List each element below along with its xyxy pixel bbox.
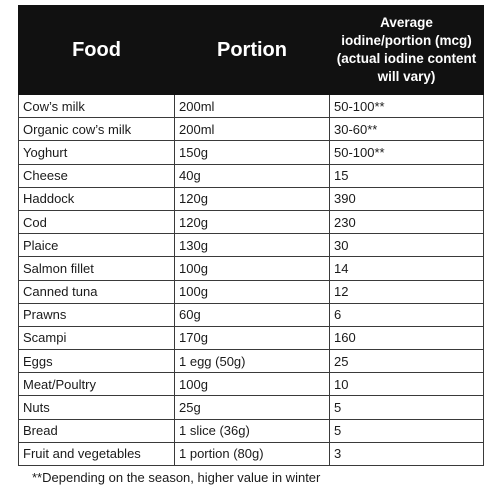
header-iodine: Average iodine/portion (mcg) (actual iod… bbox=[329, 5, 484, 95]
footnote: **Depending on the season, higher value … bbox=[32, 470, 321, 485]
cell-portion: 130g bbox=[174, 233, 330, 258]
cell-portion: 100g bbox=[174, 279, 330, 304]
iodine-food-table: Food Portion Average iodine/portion (mcg… bbox=[18, 5, 484, 467]
cell-iodine: 5 bbox=[329, 418, 484, 443]
cell-food: Nuts bbox=[18, 395, 175, 420]
cell-food: Bread bbox=[18, 418, 175, 443]
cell-iodine: 50-100** bbox=[329, 93, 484, 119]
table-row: Cod 120g 230 bbox=[18, 209, 484, 235]
table-row: Salmon fillet 100g 14 bbox=[18, 256, 484, 281]
cell-food: Cow’s milk bbox=[18, 93, 175, 119]
table-row: Organic cow’s milk 200ml 30-60** bbox=[18, 117, 484, 142]
cell-food: Meat/Poultry bbox=[18, 372, 175, 397]
cell-iodine: 30-60** bbox=[329, 117, 484, 142]
cell-portion: 150g bbox=[174, 140, 330, 165]
cell-iodine: 5 bbox=[329, 395, 484, 420]
cell-portion: 100g bbox=[174, 256, 330, 281]
cell-portion: 60g bbox=[174, 302, 330, 327]
cell-iodine: 230 bbox=[329, 209, 484, 235]
cell-iodine: 160 bbox=[329, 325, 484, 351]
cell-food: Yoghurt bbox=[18, 140, 175, 165]
table-row: Yoghurt 150g 50-100** bbox=[18, 140, 484, 165]
cell-portion: 170g bbox=[174, 325, 330, 351]
cell-iodine: 3 bbox=[329, 441, 484, 467]
table-row: Scampi 170g 160 bbox=[18, 325, 484, 351]
cell-portion: 1 egg (50g) bbox=[174, 349, 330, 374]
cell-iodine: 25 bbox=[329, 349, 484, 374]
cell-iodine: 15 bbox=[329, 163, 484, 188]
table-row: Plaice 130g 30 bbox=[18, 233, 484, 258]
cell-food: Scampi bbox=[18, 325, 175, 351]
cell-food: Prawns bbox=[18, 302, 175, 327]
cell-iodine: 390 bbox=[329, 186, 484, 211]
table-row: Nuts 25g 5 bbox=[18, 395, 484, 420]
cell-portion: 100g bbox=[174, 372, 330, 397]
iodine-table-container: Food Portion Average iodine/portion (mcg… bbox=[18, 5, 484, 485]
cell-food: Canned tuna bbox=[18, 279, 175, 304]
cell-iodine: 14 bbox=[329, 256, 484, 281]
table-row: Haddock 120g 390 bbox=[18, 186, 484, 211]
table-row: Canned tuna 100g 12 bbox=[18, 279, 484, 304]
table-header: Food Portion Average iodine/portion (mcg… bbox=[18, 5, 484, 95]
cell-iodine: 10 bbox=[329, 372, 484, 397]
table-row: Bread 1 slice (36g) 5 bbox=[18, 418, 484, 443]
cell-food: Eggs bbox=[18, 349, 175, 374]
table-row: Prawns 60g 6 bbox=[18, 302, 484, 327]
cell-portion: 25g bbox=[174, 395, 330, 420]
cell-iodine: 50-100** bbox=[329, 140, 484, 165]
cell-food: Cheese bbox=[18, 163, 175, 188]
cell-portion: 1 portion (80g) bbox=[174, 441, 330, 467]
cell-food: Cod bbox=[18, 209, 175, 235]
cell-food: Organic cow’s milk bbox=[18, 117, 175, 142]
cell-portion: 40g bbox=[174, 163, 330, 188]
header-row: Food Portion Average iodine/portion (mcg… bbox=[18, 5, 484, 95]
header-food: Food bbox=[18, 5, 175, 95]
cell-portion: 120g bbox=[174, 186, 330, 211]
cell-portion: 120g bbox=[174, 209, 330, 235]
cell-iodine: 30 bbox=[329, 233, 484, 258]
cell-iodine: 6 bbox=[329, 302, 484, 327]
table-row: Cow’s milk 200ml 50-100** bbox=[18, 93, 484, 119]
table-row: Cheese 40g 15 bbox=[18, 163, 484, 188]
cell-food: Plaice bbox=[18, 233, 175, 258]
cell-iodine: 12 bbox=[329, 279, 484, 304]
header-portion: Portion bbox=[174, 5, 330, 95]
table-row: Meat/Poultry 100g 10 bbox=[18, 372, 484, 397]
table-row: Fruit and vegetables 1 portion (80g) 3 bbox=[18, 441, 484, 467]
table-row: Eggs 1 egg (50g) 25 bbox=[18, 349, 484, 374]
cell-food: Haddock bbox=[18, 186, 175, 211]
table-body: Cow’s milk 200ml 50-100** Organic cow’s mil… bbox=[18, 93, 484, 467]
cell-portion: 1 slice (36g) bbox=[174, 418, 330, 443]
cell-food: Fruit and vegetables bbox=[18, 441, 175, 467]
cell-portion: 200ml bbox=[174, 117, 330, 142]
cell-portion: 200ml bbox=[174, 93, 330, 119]
cell-food: Salmon fillet bbox=[18, 256, 175, 281]
